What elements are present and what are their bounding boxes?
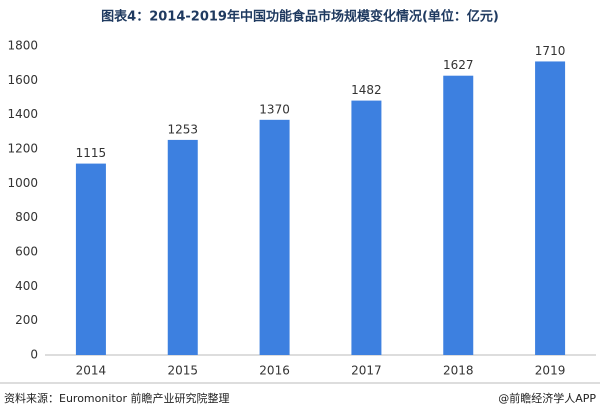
x-tick-label: 2018 bbox=[443, 364, 474, 378]
credit: @前瞻经济学人APP bbox=[498, 391, 596, 405]
value-label: 1115 bbox=[76, 146, 107, 160]
chart-title: 图表4：2014-2019年中国功能食品市场规模变化情况(单位：亿元) bbox=[101, 9, 499, 25]
bar bbox=[167, 139, 198, 355]
y-tick-label: 1600 bbox=[7, 73, 38, 87]
y-tick-label: 1800 bbox=[7, 39, 38, 53]
x-tick-label: 2017 bbox=[351, 364, 382, 378]
bar bbox=[535, 61, 566, 355]
y-tick-label: 1400 bbox=[7, 107, 38, 121]
bar bbox=[351, 100, 382, 355]
x-tick-label: 2015 bbox=[167, 364, 198, 378]
value-label: 1710 bbox=[535, 44, 566, 58]
y-tick-label: 1200 bbox=[7, 142, 38, 156]
value-label: 1627 bbox=[443, 58, 474, 72]
y-tick-label: 400 bbox=[15, 279, 38, 293]
bar bbox=[443, 75, 474, 355]
y-tick-label: 1000 bbox=[7, 176, 38, 190]
value-label: 1482 bbox=[351, 83, 382, 97]
value-label: 1370 bbox=[259, 102, 290, 116]
y-tick-label: 200 bbox=[15, 313, 38, 327]
y-tick-label: 600 bbox=[15, 245, 38, 259]
y-tick-label: 800 bbox=[15, 210, 38, 224]
source-note: 资料来源：Euromonitor 前瞻产业研究院整理 bbox=[4, 391, 229, 405]
bar bbox=[75, 163, 106, 355]
x-tick-label: 2014 bbox=[76, 364, 107, 378]
x-tick-label: 2016 bbox=[259, 364, 290, 378]
value-label: 1253 bbox=[167, 122, 198, 136]
bar bbox=[259, 119, 290, 355]
x-tick-label: 2019 bbox=[535, 364, 566, 378]
y-tick-label: 0 bbox=[30, 348, 38, 362]
